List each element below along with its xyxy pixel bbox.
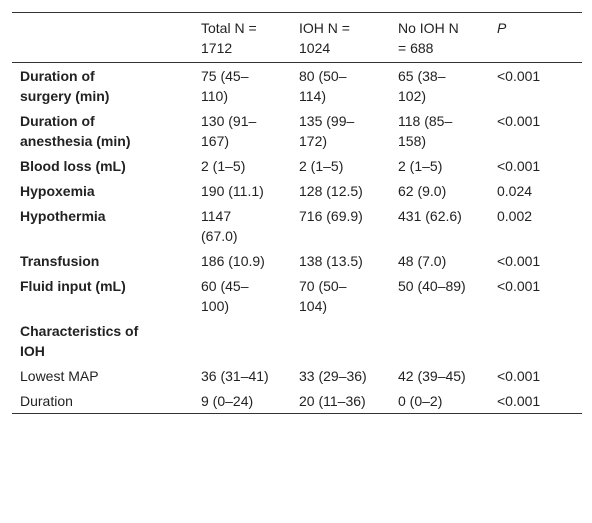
cell: 33 (29–36) bbox=[299, 368, 367, 384]
cell: 2 (1–5) bbox=[299, 158, 344, 174]
cell: 70 (50–104) bbox=[299, 278, 347, 314]
table-row: Transfusion 186 (10.9) 138 (13.5) 48 (7.0) <… bbox=[12, 248, 582, 273]
table-row: Characteristics of IOH bbox=[12, 318, 582, 363]
cell bbox=[398, 318, 497, 363]
cell: 20 (11–36) bbox=[299, 393, 366, 409]
row-label: Duration bbox=[20, 393, 73, 409]
cell: 0.024 bbox=[497, 183, 533, 199]
cell: 9 (0–24) bbox=[201, 393, 254, 409]
cell: 128 (12.5) bbox=[299, 183, 363, 199]
cell: 65 (38–102) bbox=[398, 68, 446, 104]
cell: 130 (91–167) bbox=[201, 113, 257, 149]
row-label: Fluid input (mL) bbox=[20, 278, 126, 294]
cell: 50 (40–89) bbox=[398, 278, 466, 294]
table-row: Duration of anesthesia (min) 130 (91–167)… bbox=[12, 108, 582, 153]
cell: 190 (11.1) bbox=[201, 183, 264, 199]
header-cell: P bbox=[497, 20, 507, 36]
row-label: Characteristics of IOH bbox=[20, 323, 139, 359]
cell: 118 (85–158) bbox=[398, 113, 453, 149]
cell: <0.001 bbox=[497, 68, 541, 84]
cell bbox=[299, 318, 398, 363]
cell: 80 (50–114) bbox=[299, 68, 347, 104]
header-cell: No IOH N = 688 bbox=[398, 20, 459, 56]
row-label: Lowest MAP bbox=[20, 368, 99, 384]
cell: 0 (0–2) bbox=[398, 393, 443, 409]
cell: 2 (1–5) bbox=[201, 158, 246, 174]
row-label: Duration of anesthesia (min) bbox=[20, 113, 131, 149]
table-row: Blood loss (mL) 2 (1–5) 2 (1–5) 2 (1–5) <0.0… bbox=[12, 153, 582, 178]
row-label: Transfusion bbox=[20, 253, 100, 269]
cell: 62 (9.0) bbox=[398, 183, 447, 199]
cell: 2 (1–5) bbox=[398, 158, 443, 174]
cell: 1147 (67.0) bbox=[201, 208, 238, 244]
cell: <0.001 bbox=[497, 158, 541, 174]
row-label: Duration of surgery (min) bbox=[20, 68, 110, 104]
header-cell: Total N = 1712 bbox=[201, 20, 257, 56]
row-label: Hypothermia bbox=[20, 208, 106, 224]
cell: 431 (62.6) bbox=[398, 208, 462, 224]
data-table: Total N = 1712 IOH N = 1024 No IOH N = 6… bbox=[12, 12, 582, 414]
table-body: Duration of surgery (min) 75 (45–110) 80 (… bbox=[12, 63, 582, 414]
table-row: Duration of surgery (min) 75 (45–110) 80 (… bbox=[12, 63, 582, 109]
header-row: Total N = 1712 IOH N = 1024 No IOH N = 6… bbox=[12, 13, 582, 63]
cell: <0.001 bbox=[497, 393, 541, 409]
cell: 0.002 bbox=[497, 208, 533, 224]
cell: <0.001 bbox=[497, 113, 541, 129]
cell: <0.001 bbox=[497, 368, 541, 384]
table-row: Fluid input (mL) 60 (45–100) 70 (50–104) 50… bbox=[12, 273, 582, 318]
cell: 186 (10.9) bbox=[201, 253, 265, 269]
cell: 138 (13.5) bbox=[299, 253, 363, 269]
cell: 48 (7.0) bbox=[398, 253, 447, 269]
table-row: Hypoxemia 190 (11.1) 128 (12.5) 62 (9.0) 0.0… bbox=[12, 178, 582, 203]
header-cell bbox=[12, 13, 201, 63]
cell bbox=[497, 318, 582, 363]
row-label: Hypoxemia bbox=[20, 183, 95, 199]
table-row: Hypothermia 1147 (67.0) 716 (69.9) 431 (62.… bbox=[12, 203, 582, 248]
cell bbox=[201, 318, 299, 363]
cell: 75 (45–110) bbox=[201, 68, 249, 104]
cell: <0.001 bbox=[497, 278, 541, 294]
cell: 42 (39–45) bbox=[398, 368, 466, 384]
header-cell: IOH N = 1024 bbox=[299, 20, 350, 56]
cell: 60 (45–100) bbox=[201, 278, 249, 314]
cell: <0.001 bbox=[497, 253, 541, 269]
cell: 135 (99–172) bbox=[299, 113, 355, 149]
cell: 716 (69.9) bbox=[299, 208, 363, 224]
cell: 36 (31–41) bbox=[201, 368, 269, 384]
table-row: Lowest MAP 36 (31–41) 33 (29–36) 42 (39–45)… bbox=[12, 363, 582, 388]
row-label: Blood loss (mL) bbox=[20, 158, 126, 174]
table-row: Duration 9 (0–24) 20 (11–36) 0 (0–2) <0.001 bbox=[12, 388, 582, 414]
